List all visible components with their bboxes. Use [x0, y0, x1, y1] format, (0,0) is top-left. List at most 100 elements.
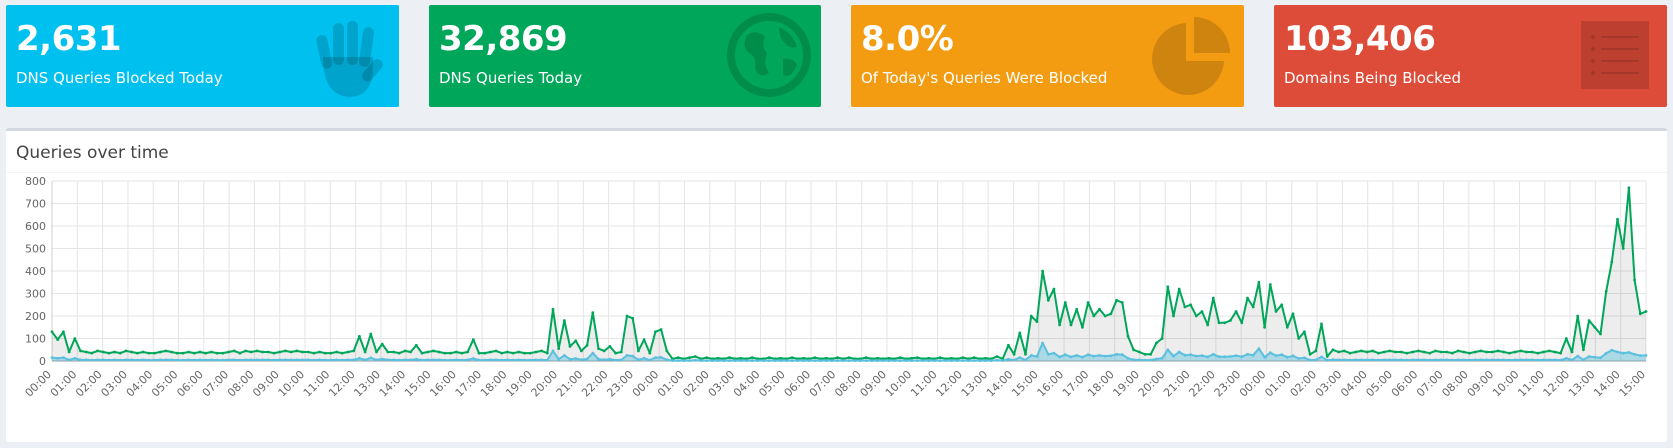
data-point — [1115, 298, 1118, 302]
data-point — [1109, 354, 1113, 358]
data-point — [420, 358, 424, 362]
data-point — [978, 359, 982, 362]
data-point — [363, 358, 367, 362]
data-point — [716, 359, 720, 362]
data-point — [118, 351, 122, 355]
data-point — [1451, 358, 1454, 362]
data-point — [847, 359, 851, 362]
data-point — [1257, 280, 1261, 284]
stat-value: 8.0% — [861, 19, 954, 59]
x-tick-label: 22:00 — [579, 368, 611, 400]
data-point — [187, 358, 191, 362]
data-point — [830, 359, 834, 362]
data-point — [1399, 358, 1403, 362]
data-point — [1160, 337, 1164, 340]
data-point — [170, 358, 174, 362]
data-point — [1621, 351, 1625, 355]
data-point — [915, 359, 919, 362]
data-point — [1587, 319, 1591, 322]
x-tick-label: 13:00 — [959, 368, 991, 400]
data-point — [1479, 358, 1483, 362]
data-point — [1445, 358, 1449, 362]
data-point — [204, 358, 208, 362]
data-point — [1007, 343, 1010, 347]
data-point — [449, 351, 452, 355]
x-tick-label: 08:00 — [225, 368, 257, 400]
stat-value: 32,869 — [439, 19, 568, 59]
data-point — [1422, 358, 1426, 362]
data-point — [101, 350, 105, 354]
x-tick-label: 11:00 — [301, 368, 333, 400]
data-point — [295, 349, 299, 353]
data-point — [1360, 358, 1363, 362]
data-point — [1012, 358, 1016, 362]
x-tick-label: 04:00 — [124, 368, 156, 400]
data-point — [1325, 355, 1329, 358]
x-tick-label: 01:00 — [1262, 368, 1294, 400]
data-point — [1189, 353, 1192, 357]
data-point — [1576, 354, 1580, 358]
data-point — [221, 358, 225, 362]
data-point — [96, 349, 99, 353]
data-point — [1229, 355, 1232, 358]
data-point — [1081, 355, 1084, 359]
data-point — [84, 350, 88, 354]
data-point — [534, 350, 538, 354]
data-point — [1046, 298, 1050, 302]
data-point — [1382, 350, 1386, 354]
data-point — [1285, 325, 1289, 329]
data-point — [1137, 358, 1141, 362]
data-point — [870, 359, 874, 362]
data-point — [318, 358, 321, 362]
data-point — [272, 358, 276, 362]
data-point — [642, 356, 646, 360]
x-tick-label: 18:00 — [1085, 368, 1117, 400]
data-point — [540, 358, 543, 362]
data-point — [113, 358, 116, 362]
data-point — [1547, 358, 1551, 362]
queries-over-time-chart[interactable]: 010020030040050060070080000:0001:0002:00… — [6, 173, 1667, 442]
stat-box-domains-blocked: 103,406 Domains Being Blocked — [1274, 5, 1667, 107]
x-tick-label: 02:00 — [1288, 368, 1320, 400]
series-area — [52, 343, 1646, 361]
data-point — [198, 358, 202, 362]
x-tick-label: 08:00 — [832, 368, 864, 400]
data-point — [557, 347, 561, 350]
data-point — [363, 350, 367, 354]
data-point — [1149, 352, 1153, 356]
data-point — [540, 349, 543, 353]
x-tick-label: 23:00 — [604, 368, 636, 400]
data-point — [289, 350, 293, 354]
data-point — [397, 351, 401, 355]
data-point — [1638, 312, 1642, 316]
data-point — [266, 350, 270, 354]
data-point — [101, 358, 105, 362]
data-point — [232, 358, 236, 362]
x-tick-label: 19:00 — [1110, 368, 1142, 400]
data-point — [1223, 321, 1227, 325]
y-tick-label: 300 — [25, 288, 46, 301]
data-point — [557, 357, 561, 361]
data-point — [56, 338, 60, 341]
data-point — [1377, 358, 1380, 362]
data-point — [1189, 303, 1192, 307]
x-tick-label: 16:00 — [1035, 368, 1067, 400]
data-point — [107, 358, 111, 362]
x-tick-label: 23:00 — [1212, 368, 1244, 400]
data-point — [1126, 356, 1130, 360]
x-tick-label: 06:00 — [782, 368, 814, 400]
data-point — [756, 359, 760, 362]
data-point — [1001, 359, 1005, 362]
data-point — [824, 356, 828, 360]
data-point — [1496, 349, 1500, 353]
data-point — [158, 358, 162, 362]
data-point — [284, 349, 287, 353]
data-point — [876, 359, 879, 362]
data-point — [1263, 355, 1266, 359]
data-point — [1069, 355, 1073, 359]
x-tick-label: 04:00 — [731, 368, 763, 400]
data-point — [1183, 305, 1187, 309]
data-point — [955, 359, 959, 362]
data-point — [1405, 351, 1409, 355]
data-point — [335, 350, 338, 354]
